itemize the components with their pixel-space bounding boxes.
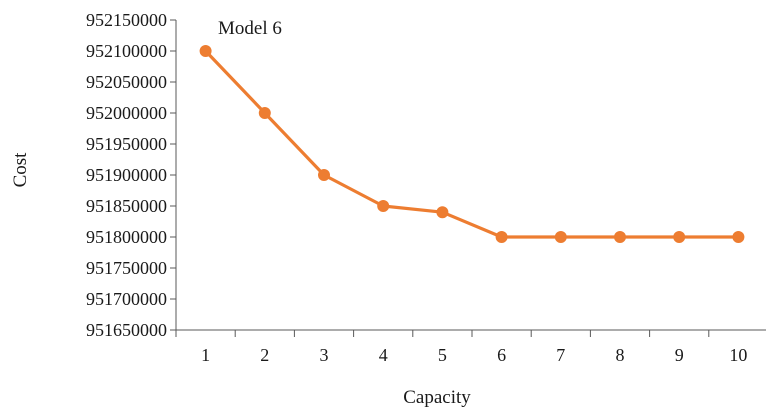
data-point	[615, 232, 626, 243]
data-point	[555, 232, 566, 243]
data-point	[378, 201, 389, 212]
y-tick-label: 952150000	[86, 10, 167, 30]
data-point	[733, 232, 744, 243]
x-tick-label: 2	[260, 345, 269, 365]
x-tick-label: 5	[438, 345, 447, 365]
y-tick-label: 951700000	[86, 289, 167, 309]
x-tick-label: 4	[379, 345, 388, 365]
data-point	[496, 232, 507, 243]
y-tick-label: 951750000	[86, 258, 167, 278]
data-point	[674, 232, 685, 243]
y-tick-label: 952050000	[86, 72, 167, 92]
axes	[176, 20, 766, 330]
x-tick-label: 10	[729, 345, 747, 365]
chart-annotation: Model 6	[218, 18, 282, 39]
x-tick-label: 3	[320, 345, 329, 365]
y-tick-label: 951950000	[86, 134, 167, 154]
series-line	[206, 51, 739, 237]
x-axis-ticks: 1 2 3 4 5 6 7 8 9 10	[176, 330, 766, 365]
data-point	[200, 46, 211, 57]
y-axis-ticks: 951650000 951700000 951750000 951800000 9518…	[86, 10, 176, 340]
y-tick-label: 952100000	[86, 41, 167, 61]
x-tick-label: 1	[201, 345, 210, 365]
y-axis-label: Cost	[10, 152, 31, 188]
x-tick-label: 7	[556, 345, 565, 365]
x-tick-label: 6	[497, 345, 506, 365]
y-tick-label: 951800000	[86, 227, 167, 247]
series-group	[200, 46, 744, 243]
data-point	[259, 108, 270, 119]
x-tick-label: 9	[675, 345, 684, 365]
x-axis-label: Capacity	[403, 387, 471, 408]
y-tick-label: 951650000	[86, 320, 167, 340]
y-tick-label: 951900000	[86, 165, 167, 185]
x-tick-label: 8	[616, 345, 625, 365]
data-point	[437, 207, 448, 218]
data-point	[319, 170, 330, 181]
y-tick-label: 951850000	[86, 196, 167, 216]
y-tick-label: 952000000	[86, 103, 167, 123]
